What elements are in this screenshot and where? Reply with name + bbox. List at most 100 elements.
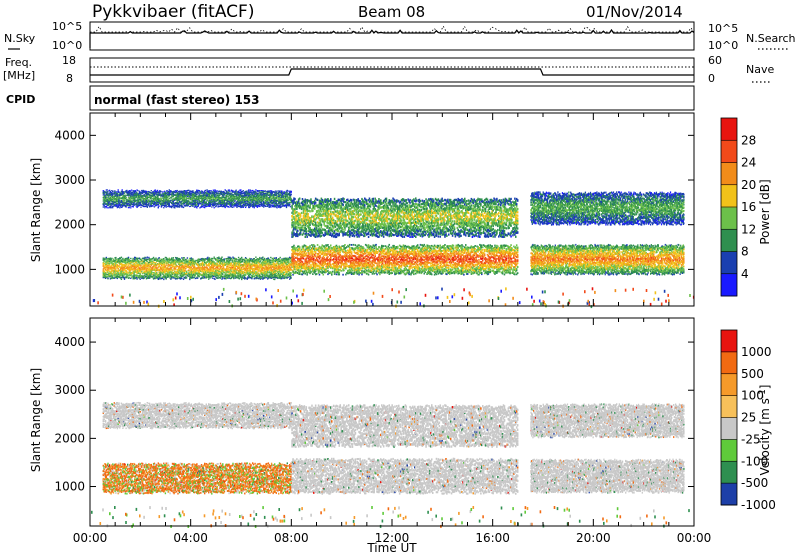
power-cell — [138, 268, 140, 270]
power-cell — [216, 262, 218, 265]
power-cell — [141, 259, 143, 261]
power-cell — [117, 258, 119, 260]
power-cell — [140, 275, 142, 277]
power-cell — [279, 256, 281, 259]
power-cell — [150, 270, 152, 272]
power-cell — [124, 265, 126, 267]
power-cell — [185, 258, 188, 261]
power-cell — [109, 272, 112, 274]
power-cell — [105, 264, 108, 267]
power-cell — [104, 269, 107, 271]
power-cell — [130, 196, 132, 198]
power-cell — [134, 258, 136, 260]
power-cell — [148, 256, 150, 259]
power-cell — [208, 278, 210, 280]
power-cell — [112, 264, 115, 266]
power-cell — [213, 256, 215, 258]
power-cell — [141, 262, 144, 264]
power-cell — [116, 261, 119, 264]
power-cell — [121, 276, 123, 278]
power-cell — [194, 277, 196, 280]
power-cell — [102, 262, 104, 264]
power-cell — [154, 195, 156, 197]
power-cell — [136, 268, 138, 271]
power-cell — [137, 276, 139, 279]
power-cell — [134, 260, 136, 262]
power-cell — [149, 259, 152, 262]
power-cell — [107, 264, 109, 267]
power-cell — [127, 257, 130, 260]
power-cell — [108, 267, 110, 270]
power-cell — [176, 197, 178, 199]
power-cell — [102, 271, 104, 274]
power-cell — [146, 274, 148, 276]
power-cell — [113, 266, 115, 268]
power-cell — [173, 190, 175, 192]
power-cell — [151, 273, 153, 276]
power-cell — [108, 267, 111, 270]
power-cell — [125, 273, 127, 276]
power-cell — [136, 259, 138, 261]
power-cell — [127, 202, 130, 204]
power-cell — [152, 260, 154, 262]
power-cell — [115, 264, 117, 266]
power-cell — [129, 272, 131, 274]
power-cell — [134, 274, 137, 277]
power-cell — [221, 256, 223, 258]
power-cell — [275, 272, 277, 275]
power-cell — [155, 199, 157, 201]
power-cell — [135, 257, 137, 260]
power-cell — [108, 260, 111, 263]
power-cell — [259, 260, 262, 262]
power-cell — [204, 261, 206, 263]
power-cell — [145, 259, 148, 262]
power-cell — [134, 267, 136, 269]
power-cell — [120, 278, 123, 281]
power-cell — [108, 259, 111, 261]
power-cell — [152, 263, 154, 266]
power-cell — [190, 266, 193, 268]
power-cell — [138, 271, 140, 273]
power-cell — [112, 277, 115, 279]
power-cell — [114, 275, 116, 278]
power-cell — [130, 268, 132, 270]
power-cell — [150, 264, 152, 266]
power-cell — [119, 260, 122, 262]
power-cell — [112, 273, 114, 275]
power-cell — [255, 256, 257, 258]
power-cell — [105, 263, 108, 265]
power-cell — [152, 273, 154, 275]
power-cell — [126, 274, 128, 276]
power-cell — [174, 268, 177, 270]
power-cell — [109, 274, 112, 277]
power-cell — [219, 257, 221, 260]
power-heatmap — [92, 189, 695, 309]
power-cell — [102, 268, 104, 270]
power-cell — [115, 195, 117, 198]
power-cell — [138, 276, 140, 279]
power-cell — [150, 275, 152, 278]
power-cell — [106, 271, 108, 274]
power-cell — [151, 275, 153, 278]
power-cell — [119, 274, 121, 277]
power-cell — [143, 259, 145, 262]
power-cell — [142, 264, 145, 266]
power-cell — [146, 267, 148, 270]
power-cell — [148, 276, 150, 278]
power-cell — [133, 274, 135, 277]
power-cell — [117, 206, 119, 208]
power-cell — [121, 265, 123, 267]
power-cell — [119, 273, 122, 275]
power-cell — [211, 268, 213, 271]
power-cell — [128, 274, 130, 277]
power-cell — [112, 263, 114, 265]
power-cell — [116, 260, 119, 263]
power-cell — [241, 256, 243, 259]
power-cell — [178, 196, 180, 199]
power-cell — [290, 272, 292, 274]
power-cell — [121, 274, 123, 276]
power-cell — [251, 263, 253, 265]
power-cell — [134, 270, 137, 273]
power-cell — [127, 268, 130, 270]
power-cell — [121, 266, 123, 269]
